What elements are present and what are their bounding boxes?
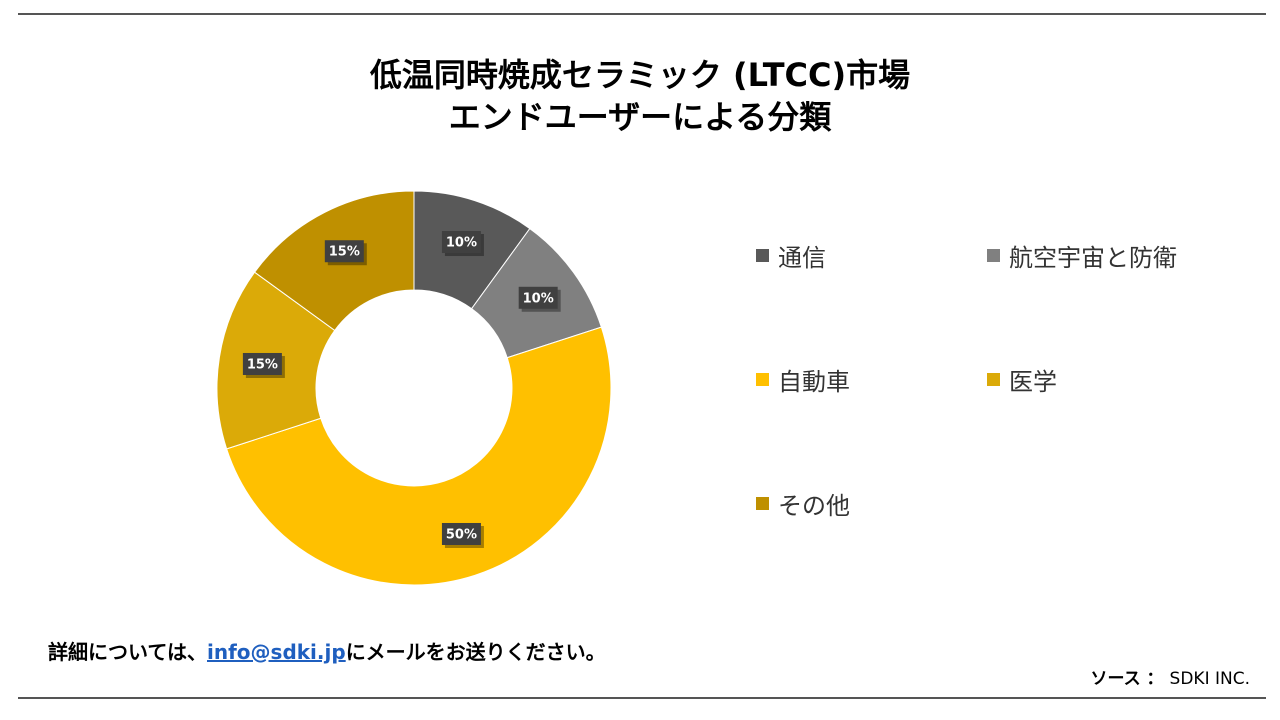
- source-credit: ソース ： SDKI INC.: [1090, 664, 1250, 689]
- legend-swatch-3: [987, 373, 1000, 386]
- donut-slices: [216, 190, 612, 586]
- data-label-text-0: 10%: [446, 236, 477, 251]
- legend-label-1: 航空宇宙と防衛: [1009, 244, 1177, 272]
- contact-note-prefix: 詳細については、: [48, 640, 207, 664]
- legend-label-0: 通信: [778, 244, 826, 272]
- legend-label-2: 自動車: [778, 368, 850, 396]
- legend-item-2: 自動車: [756, 362, 850, 397]
- data-label-1: 10%: [518, 286, 561, 312]
- data-label-text-1: 10%: [523, 291, 554, 306]
- data-label-2: 50%: [441, 522, 484, 548]
- data-label-box-4: [324, 240, 364, 263]
- data-label-text-2: 50%: [446, 527, 477, 542]
- data-label-box-2: [441, 522, 481, 545]
- data-label-0: 10%: [441, 231, 484, 257]
- contact-note: 詳細については、info@sdki.jpにメールをお送りください。: [48, 636, 606, 665]
- contact-email-link[interactable]: info@sdki.jp: [207, 640, 346, 664]
- chart-title: 低温同時焼成セラミック (LTCC)市場 エンドユーザーによる分類: [0, 54, 1280, 138]
- legend-swatch-4: [756, 497, 769, 510]
- legend-item-0: 通信: [756, 238, 826, 273]
- top-divider: [18, 13, 1266, 15]
- chart-title-line-2: エンドユーザーによる分類: [448, 98, 832, 136]
- legend-swatch-0: [756, 249, 769, 262]
- legend-swatch-1: [987, 249, 1000, 262]
- data-label-text-4: 15%: [329, 245, 360, 260]
- contact-note-suffix: にメールをお送りください。: [345, 640, 606, 664]
- legend-item-3: 医学: [987, 362, 1057, 397]
- source-value: SDKI INC.: [1169, 669, 1250, 689]
- bottom-divider: [18, 697, 1266, 699]
- legend-item-1: 航空宇宙と防衛: [987, 238, 1177, 273]
- data-label-box-3: [242, 352, 282, 375]
- data-label-4: 15%: [324, 240, 367, 266]
- data-label-3: 15%: [242, 352, 285, 378]
- legend-swatch-2: [756, 373, 769, 386]
- chart-legend: 通信 航空宇宙と防衛 自動車 医学 その他: [756, 238, 1236, 538]
- donut-slice-2: [226, 326, 612, 586]
- legend-label-3: 医学: [1009, 368, 1057, 396]
- donut-data-labels: 10% 10% 50% 15% 15%: [242, 231, 561, 548]
- legend-item-4: その他: [756, 486, 850, 521]
- data-label-text-3: 15%: [247, 357, 278, 372]
- chart-title-line-1: 低温同時焼成セラミック (LTCC)市場: [369, 56, 911, 94]
- data-label-box-0: [441, 231, 481, 254]
- source-label: ソース ：: [1090, 669, 1164, 689]
- data-label-box-1: [518, 286, 558, 309]
- legend-label-4: その他: [778, 492, 850, 520]
